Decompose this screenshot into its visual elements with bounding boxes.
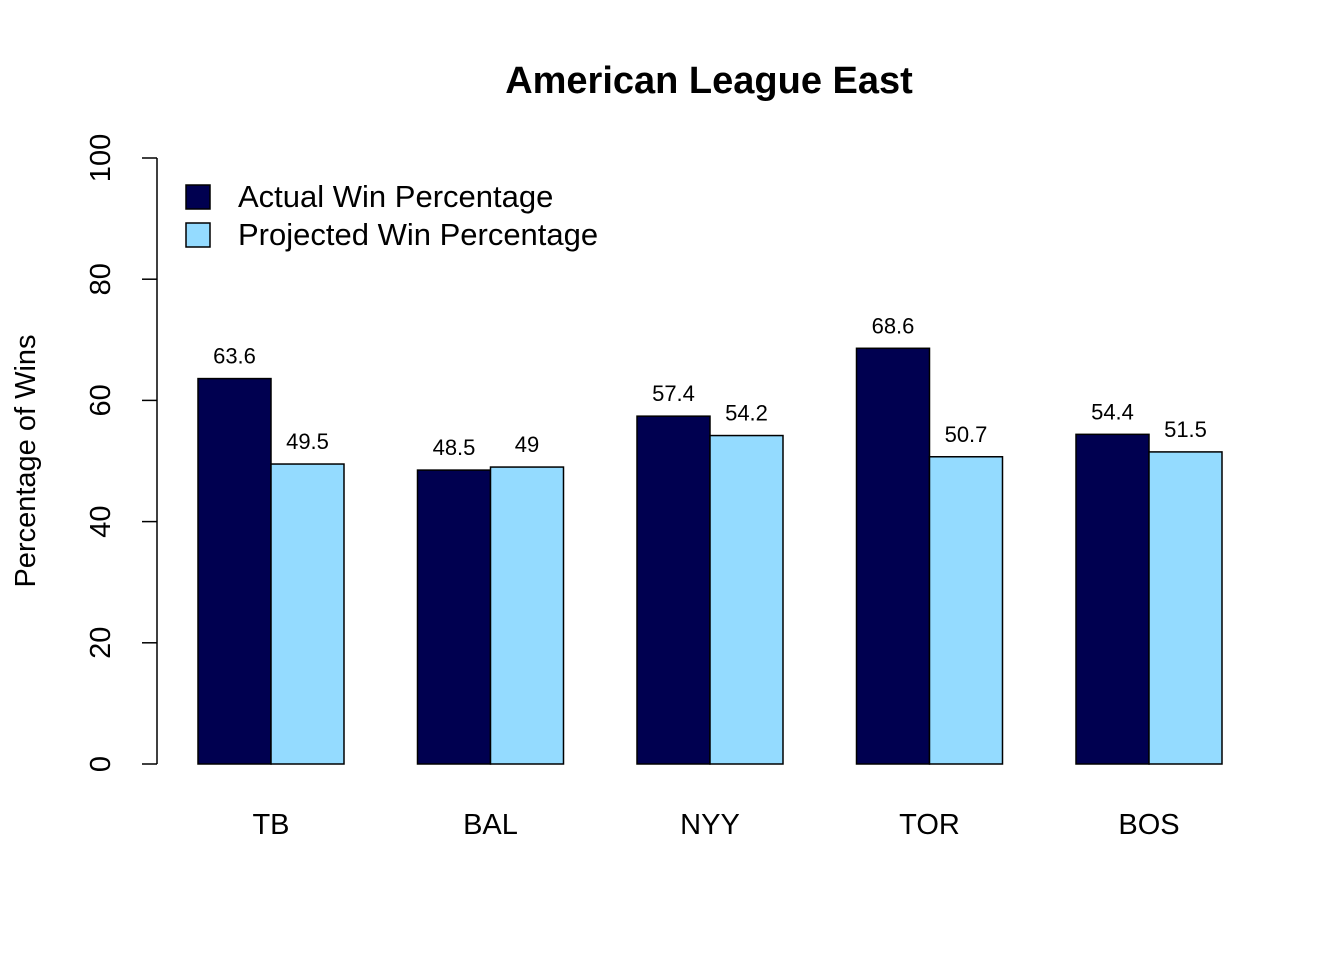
- y-tick-label: 20: [85, 627, 117, 659]
- bar-bal-series-1: [416, 469, 492, 765]
- bar-nyy-series-2: [709, 434, 784, 765]
- chart-title: American League East: [505, 60, 913, 102]
- y-tick-label: 0: [85, 756, 117, 772]
- x-tick-label-bos: BOS: [1118, 809, 1179, 841]
- y-axis-label: Percentage of Wins: [10, 334, 42, 587]
- bar-value-label: 54.4: [1091, 399, 1134, 424]
- bar-bos-series-1: [1075, 433, 1150, 765]
- bar-labels-group: 63.6 49.5 48.5 49 57.4 54.2 68.6 50.7 54.4 51.5: [213, 313, 1207, 460]
- bar-tor-series-1: [855, 347, 931, 765]
- bar-bal-series-2: [489, 466, 565, 765]
- bar-value-label: 49.5: [286, 429, 329, 454]
- x-tick-label-tb: TB: [252, 809, 289, 841]
- legend-label-1: Actual Win Percentage: [238, 179, 553, 214]
- bar-tb-series-1: [197, 377, 272, 765]
- bar-value-label: 68.6: [872, 313, 915, 338]
- legend-label-2: Projected Win Percentage: [238, 217, 598, 252]
- bar-value-label: 63.6: [213, 344, 256, 369]
- x-tick-label-bal: BAL: [463, 809, 518, 841]
- bar-value-label: 49: [515, 432, 539, 457]
- bar-tb-series-2: [270, 463, 345, 765]
- bar-nyy-series-1: [636, 415, 711, 765]
- bar-value-label: 54.2: [725, 401, 768, 426]
- legend-swatch-1: [185, 184, 211, 210]
- bar-value-label: 57.4: [652, 381, 695, 406]
- bar-value-label: 51.5: [1164, 417, 1207, 442]
- legend-swatch-2: [185, 222, 211, 248]
- x-tick-label-tor: TOR: [899, 809, 960, 841]
- y-tick-label: 80: [85, 263, 117, 295]
- y-tick-label: 100: [85, 134, 117, 182]
- y-tick-label: 60: [85, 384, 117, 416]
- y-axis: 0 20 40 60 80 100: [85, 134, 158, 772]
- x-tick-labels-group: TB BAL NYY TOR BOS: [252, 809, 1179, 841]
- bar-tor-series-2: [928, 456, 1004, 765]
- bars-group: [197, 347, 1223, 765]
- bar-value-label: 50.7: [945, 422, 988, 447]
- x-tick-label-nyy: NYY: [680, 809, 740, 841]
- y-tick-label: 40: [85, 505, 117, 537]
- bar-bos-series-2: [1148, 451, 1223, 765]
- bar-value-label: 48.5: [433, 435, 476, 460]
